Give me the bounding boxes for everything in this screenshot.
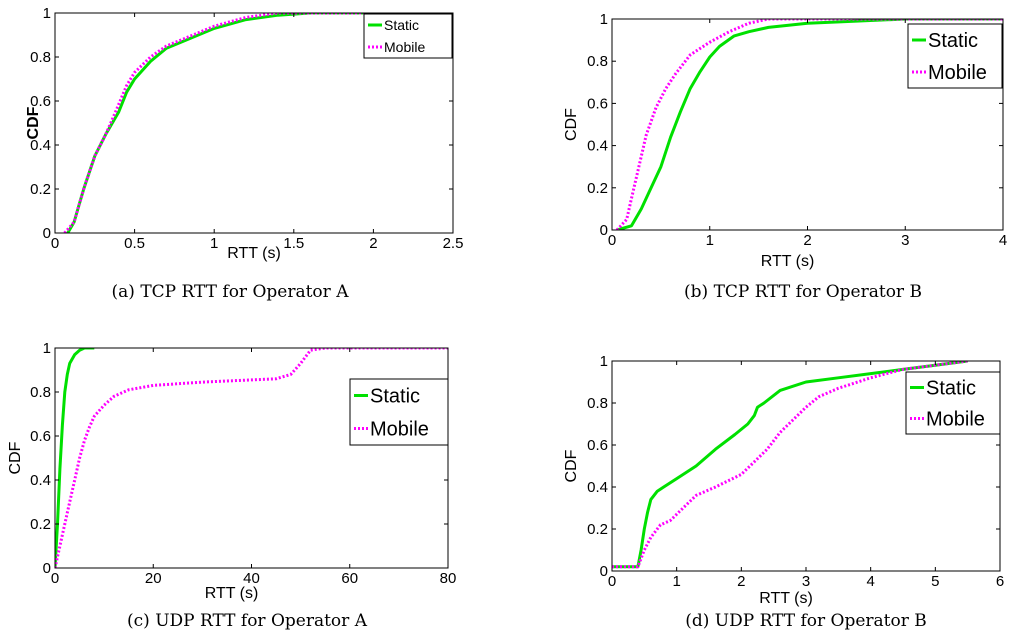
y-axis-label: CDF xyxy=(563,449,580,482)
series-line-mobile xyxy=(63,13,422,233)
legend-label-static: Static xyxy=(384,17,419,33)
x-tick-label: 60 xyxy=(341,570,358,587)
legend-label-mobile: Mobile xyxy=(384,39,425,55)
subfigure-caption: (b) TCP RTT for Operator B xyxy=(684,282,922,302)
x-tick-label: 2 xyxy=(369,235,377,252)
y-tick-label: 0.4 xyxy=(30,472,51,489)
x-tick-label: 1 xyxy=(672,573,680,590)
x-tick-label: 0 xyxy=(51,570,59,587)
legend-label-mobile: Mobile xyxy=(926,409,985,431)
x-tick-label: 0 xyxy=(608,573,616,590)
series-line-mobile xyxy=(55,348,448,568)
series-line-static xyxy=(55,348,95,568)
legend-label-mobile: Mobile xyxy=(928,62,987,84)
y-tick-label: 0 xyxy=(43,225,51,242)
subfigure-caption: (d) UDP RTT for Operator B xyxy=(685,611,927,631)
x-tick-label: 2.5 xyxy=(443,235,464,252)
x-axis-label: RTT (s) xyxy=(761,253,815,270)
x-tick-label: 80 xyxy=(440,570,457,587)
y-tick-label: 0.8 xyxy=(30,384,51,401)
x-tick-label: 4 xyxy=(866,573,874,590)
legend-label-static: Static xyxy=(926,378,976,400)
x-tick-label: 1.5 xyxy=(283,235,304,252)
y-tick-label: 0.4 xyxy=(30,137,51,154)
x-tick-label: 0 xyxy=(51,235,59,252)
legend-label-static: Static xyxy=(370,386,420,408)
legend-box xyxy=(349,378,449,446)
series-line-mobile xyxy=(612,361,968,569)
y-tick-label: 0.6 xyxy=(587,437,608,454)
y-tick-label: 0 xyxy=(600,563,608,580)
x-axis-label: RTT (s) xyxy=(227,245,281,262)
axes-box xyxy=(54,12,454,234)
y-tick-label: 0.2 xyxy=(30,181,51,198)
y-tick-label: 0.4 xyxy=(587,479,608,496)
y-tick-label: 0.8 xyxy=(587,395,608,412)
x-tick-label: 5 xyxy=(931,573,939,590)
series-line-mobile xyxy=(615,19,1003,230)
x-tick-label: 2 xyxy=(737,573,745,590)
x-tick-label: 1 xyxy=(210,235,218,252)
x-tick-label: 3 xyxy=(802,573,810,590)
legend-box xyxy=(907,23,1003,89)
x-tick-label: 0 xyxy=(608,232,616,249)
y-tick-label: 0.4 xyxy=(587,138,608,155)
y-tick-label: 0.2 xyxy=(30,516,51,533)
legend-label-static: Static xyxy=(928,30,978,52)
legend-label-mobile: Mobile xyxy=(370,419,429,441)
x-tick-label: 2 xyxy=(803,232,811,249)
x-tick-label: 3 xyxy=(901,232,909,249)
y-tick-label: 0.8 xyxy=(30,49,51,66)
y-tick-label: 0.6 xyxy=(30,93,51,110)
y-axis-label: CDF xyxy=(563,108,580,141)
x-tick-label: 4 xyxy=(999,232,1007,249)
subfigure-caption: (a) TCP RTT for Operator A xyxy=(112,282,350,302)
subfigure-caption: (c) UDP RTT for Operator A xyxy=(127,611,368,631)
y-tick-label: 1 xyxy=(43,340,51,357)
y-tick-label: 0 xyxy=(43,560,51,577)
y-tick-label: 0 xyxy=(600,222,608,239)
y-tick-label: 0.2 xyxy=(587,180,608,197)
x-tick-label: 6 xyxy=(996,573,1004,590)
y-tick-label: 1 xyxy=(600,353,608,370)
series-line-static xyxy=(616,19,1003,230)
y-tick-label: 1 xyxy=(600,11,608,28)
x-tick-label: 20 xyxy=(145,570,162,587)
x-tick-label: 40 xyxy=(243,570,260,587)
y-tick-label: 0.8 xyxy=(587,53,608,70)
legend-box xyxy=(363,13,453,59)
series-line-static xyxy=(612,361,968,569)
legend-box xyxy=(905,371,1001,435)
x-axis-label: RTT (s) xyxy=(759,590,813,607)
y-tick-label: 1 xyxy=(43,5,51,22)
x-axis-label: RTT (s) xyxy=(205,585,259,602)
y-tick-label: 0.2 xyxy=(587,521,608,538)
y-axis-label: CDF xyxy=(7,441,24,474)
x-tick-label: 1 xyxy=(706,232,714,249)
x-tick-label: 0.5 xyxy=(124,235,145,252)
y-tick-label: 0.6 xyxy=(30,428,51,445)
y-tick-label: 0.6 xyxy=(587,95,608,112)
y-axis-label: CDF xyxy=(25,106,42,139)
